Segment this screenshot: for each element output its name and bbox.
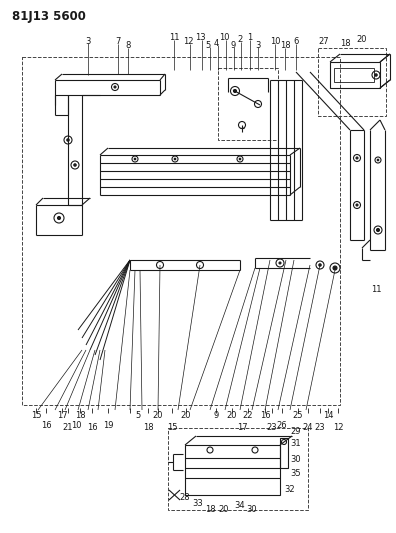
Bar [218,68,278,140]
Text: 18: 18 [340,38,350,47]
Text: 15: 15 [167,424,177,432]
Bar [330,62,380,88]
Text: 33: 33 [192,498,204,507]
Circle shape [377,159,379,161]
Text: 18: 18 [205,505,215,514]
Circle shape [279,262,281,264]
Text: 10: 10 [71,422,81,431]
Text: 12: 12 [333,424,343,432]
Text: 11: 11 [169,34,179,43]
Text: 9: 9 [213,411,219,421]
Text: 5: 5 [206,41,211,50]
Text: 13: 13 [195,34,205,43]
Text: 16: 16 [87,424,97,432]
Text: 8: 8 [125,42,131,51]
Text: 20: 20 [227,411,237,421]
Text: 2: 2 [237,36,243,44]
Circle shape [234,90,236,93]
Text: 15: 15 [31,411,41,421]
Circle shape [114,86,116,88]
Text: 20: 20 [357,35,367,44]
Text: 20: 20 [219,505,229,514]
Text: 26: 26 [277,422,287,431]
Text: 5: 5 [135,411,141,421]
Circle shape [356,157,358,159]
Bar [22,57,340,405]
Text: 18: 18 [280,42,290,51]
Text: 12: 12 [183,37,193,46]
Circle shape [333,266,337,270]
Text: 29: 29 [291,427,301,437]
Text: 1: 1 [248,34,253,43]
Text: 16: 16 [260,411,270,421]
Text: 9: 9 [230,41,236,50]
Text: 3: 3 [255,41,261,50]
Text: 30: 30 [247,505,257,514]
Text: 34: 34 [235,502,245,511]
Circle shape [174,158,176,160]
Bar [185,445,280,495]
Text: 32: 32 [285,486,295,495]
Text: 3: 3 [85,37,91,46]
Bar [280,438,288,468]
Circle shape [57,216,61,220]
Circle shape [377,229,379,231]
Text: 23: 23 [315,424,325,432]
Bar [318,48,386,116]
Circle shape [134,158,136,160]
Circle shape [67,139,69,141]
Text: 28: 28 [180,494,190,503]
Text: 21: 21 [63,424,73,432]
Text: 27: 27 [319,37,329,46]
Text: 10: 10 [219,34,229,43]
Text: 20: 20 [181,411,191,421]
Text: 35: 35 [291,470,301,479]
Bar [168,428,308,510]
Circle shape [375,74,377,76]
Text: 25: 25 [293,411,303,421]
Text: 22: 22 [243,411,253,421]
Text: 4: 4 [213,38,219,47]
Text: 18: 18 [143,424,153,432]
Text: 81J13 5600: 81J13 5600 [12,10,86,23]
Text: 30: 30 [291,456,301,464]
Text: 18: 18 [75,411,85,421]
Text: 17: 17 [57,411,67,421]
Text: 11: 11 [371,286,381,295]
Text: 14: 14 [323,411,333,421]
Circle shape [74,164,76,166]
Circle shape [356,204,358,206]
Text: 16: 16 [41,422,51,431]
Text: 7: 7 [115,37,121,46]
Circle shape [319,264,321,266]
Text: 24: 24 [303,424,313,432]
Text: 20: 20 [153,411,163,421]
Text: 19: 19 [103,422,113,431]
Text: 17: 17 [237,424,248,432]
Text: 31: 31 [291,440,301,448]
Text: 23: 23 [267,424,277,432]
Circle shape [239,158,241,160]
Bar [334,68,374,82]
Text: 6: 6 [293,37,299,46]
Text: 10: 10 [270,37,280,46]
